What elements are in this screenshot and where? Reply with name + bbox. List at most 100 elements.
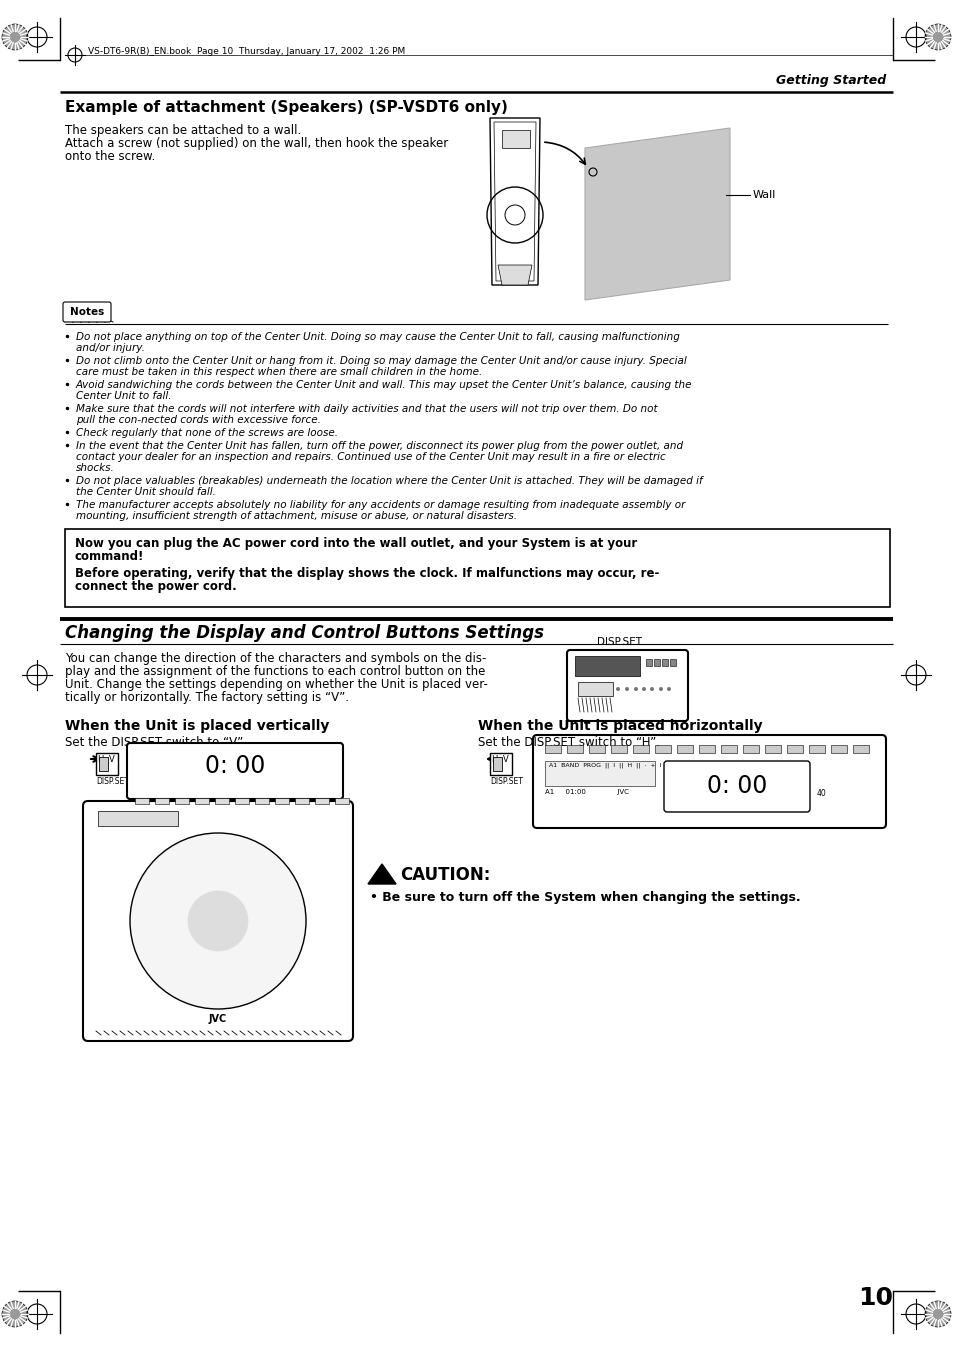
Text: S: S (202, 900, 233, 943)
Polygon shape (584, 128, 729, 300)
FancyArrowPatch shape (544, 142, 585, 165)
Text: Set the DISP.SET switch to “V”.: Set the DISP.SET switch to “V”. (65, 736, 247, 748)
Text: DISP.SET: DISP.SET (96, 777, 129, 786)
Bar (575, 657, 639, 676)
Bar (314, 798, 329, 804)
Bar (808, 744, 824, 753)
Text: mounting, insufficient strength of attachment, misuse or abuse, or natural disas: mounting, insufficient strength of attac… (76, 511, 517, 521)
Text: The manufacturer accepts absolutely no liability for any accidents or damage res: The manufacturer accepts absolutely no l… (76, 500, 684, 509)
Circle shape (666, 688, 670, 690)
Bar (610, 744, 626, 753)
Text: pull the con-nected cords with excessive force.: pull the con-nected cords with excessive… (76, 415, 320, 426)
Bar (742, 744, 759, 753)
Circle shape (924, 1301, 950, 1327)
Text: 10: 10 (857, 1286, 892, 1310)
Text: care must be taken in this respect when there are small children in the home.: care must be taken in this respect when … (76, 367, 482, 377)
Polygon shape (490, 118, 539, 285)
Bar (699, 744, 714, 753)
FancyBboxPatch shape (127, 743, 343, 798)
Bar (654, 659, 659, 666)
Text: JVC: JVC (209, 1015, 227, 1024)
Bar (254, 798, 269, 804)
Bar (490, 753, 512, 775)
Bar (154, 798, 169, 804)
Text: the Center Unit should fall.: the Center Unit should fall. (76, 486, 215, 497)
Bar (135, 798, 149, 804)
Circle shape (2, 24, 28, 50)
Text: Do not place valuables (breakables) underneath the location where the Center Uni: Do not place valuables (breakables) unde… (76, 476, 702, 486)
Text: command!: command! (75, 550, 144, 563)
Text: You can change the direction of the characters and symbols on the dis-: You can change the direction of the char… (65, 653, 486, 665)
Bar (544, 744, 560, 753)
Bar (501, 130, 530, 149)
Text: DISP.SET: DISP.SET (597, 638, 641, 647)
FancyBboxPatch shape (63, 303, 111, 322)
Bar (174, 798, 189, 804)
Bar (566, 744, 582, 753)
Text: Changing the Display and Control Buttons Settings: Changing the Display and Control Buttons… (65, 624, 543, 642)
Text: The speakers can be attached to a wall.: The speakers can be attached to a wall. (65, 124, 301, 136)
Bar (99, 757, 108, 771)
Text: H: H (97, 755, 103, 765)
Bar (830, 744, 846, 753)
Text: shocks.: shocks. (76, 463, 114, 473)
Text: Notes: Notes (70, 307, 104, 317)
Bar (645, 659, 651, 666)
Text: Make sure that the cords will not interfere with daily activities and that the u: Make sure that the cords will not interf… (76, 404, 657, 413)
Text: V: V (109, 755, 114, 765)
Text: Set the DISP.SET switch to “H”.: Set the DISP.SET switch to “H”. (477, 736, 659, 748)
Bar (578, 682, 613, 696)
Circle shape (2, 1301, 28, 1327)
Text: Before operating, verify that the display shows the clock. If malfunctions may o: Before operating, verify that the displa… (75, 567, 659, 580)
Circle shape (659, 688, 662, 690)
Text: V: V (502, 755, 508, 765)
Bar (294, 798, 309, 804)
Text: Do not place anything on top of the Center Unit. Doing so may cause the Center U: Do not place anything on top of the Cent… (76, 332, 679, 342)
Text: DISP.SET: DISP.SET (490, 777, 522, 786)
Bar (655, 744, 670, 753)
Circle shape (924, 24, 950, 50)
Text: Attach a screw (not supplied) on the wall, then hook the speaker: Attach a screw (not supplied) on the wal… (65, 136, 448, 150)
Circle shape (188, 892, 248, 951)
Bar (544, 761, 655, 786)
Text: Now you can plug the AC power cord into the wall outlet, and your System is at y: Now you can plug the AC power cord into … (75, 536, 637, 550)
FancyBboxPatch shape (663, 761, 809, 812)
Text: When the Unit is placed horizontally: When the Unit is placed horizontally (477, 719, 761, 734)
Circle shape (624, 688, 628, 690)
Text: H: H (491, 755, 497, 765)
Circle shape (634, 688, 638, 690)
Bar (764, 744, 781, 753)
Text: When the Unit is placed vertically: When the Unit is placed vertically (65, 719, 329, 734)
Bar (65, 530, 889, 607)
Text: onto the screw.: onto the screw. (65, 150, 155, 163)
Text: • Be sure to turn off the System when changing the settings.: • Be sure to turn off the System when ch… (370, 892, 800, 904)
Text: contact your dealer for an inspection and repairs. Continued use of the Center U: contact your dealer for an inspection an… (76, 453, 665, 462)
FancyBboxPatch shape (566, 650, 687, 721)
FancyBboxPatch shape (533, 735, 885, 828)
Bar (633, 744, 648, 753)
Circle shape (641, 688, 645, 690)
Text: and/or injury.: and/or injury. (76, 343, 145, 353)
Bar (274, 798, 289, 804)
Text: A1  BAND  PROG  ||  I  ||  H  ||  ·  +  I: A1 BAND PROG || I || H || · + I (548, 763, 660, 769)
Bar (669, 659, 676, 666)
Text: 40: 40 (816, 789, 826, 798)
Text: Check regularly that none of the screws are loose.: Check regularly that none of the screws … (76, 428, 337, 438)
Bar (493, 757, 501, 771)
Bar (588, 744, 604, 753)
Text: connect the power cord.: connect the power cord. (75, 580, 236, 593)
Text: Do not climb onto the Center Unit or hang from it. Doing so may damage the Cente: Do not climb onto the Center Unit or han… (76, 357, 686, 366)
Bar (786, 744, 802, 753)
Text: In the event that the Center Unit has fallen, turn off the power, disconnect its: In the event that the Center Unit has fa… (76, 440, 682, 451)
Text: Center Unit to fall.: Center Unit to fall. (76, 390, 172, 401)
Polygon shape (497, 265, 532, 285)
Bar (98, 811, 178, 825)
Polygon shape (494, 122, 536, 281)
Text: 0: 00: 0: 00 (205, 754, 265, 778)
Text: VS-DT6-9R(B)_EN.book  Page 10  Thursday, January 17, 2002  1:26 PM: VS-DT6-9R(B)_EN.book Page 10 Thursday, J… (88, 46, 405, 55)
Text: Avoid sandwiching the cords between the Center Unit and wall. This may upset the: Avoid sandwiching the cords between the … (76, 380, 692, 390)
Text: Getting Started: Getting Started (775, 74, 885, 86)
Bar (335, 798, 349, 804)
Text: JVC: JVC (511, 132, 520, 138)
Text: A1     01:00              JVC: A1 01:00 JVC (544, 789, 628, 794)
